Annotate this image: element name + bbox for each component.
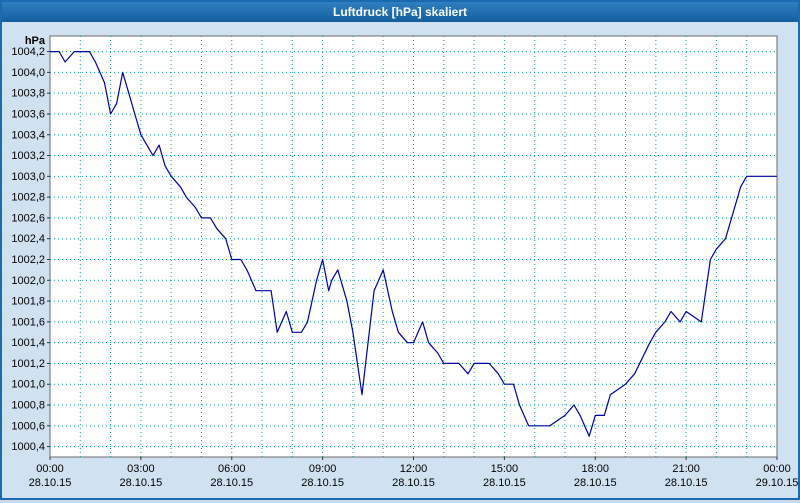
y-axis-unit-label: hPa <box>25 35 46 47</box>
x-tick-time-label: 21:00 <box>672 463 700 475</box>
x-tick-date-label: 28.10.15 <box>483 477 526 489</box>
x-tick-date-label: 28.10.15 <box>210 477 253 489</box>
x-tick-time-label: 06:00 <box>218 463 246 475</box>
y-tick-label: 1000,6 <box>11 420 45 432</box>
y-tick-label: 1001,4 <box>11 337 45 349</box>
x-tick-date-label: 28.10.15 <box>29 477 72 489</box>
y-tick-label: 1003,8 <box>11 88 45 100</box>
x-tick-date-label: 29.10.15 <box>756 477 798 489</box>
x-tick-date-label: 28.10.15 <box>665 477 708 489</box>
x-tick-time-label: 03:00 <box>127 463 155 475</box>
y-tick-label: 1002,6 <box>11 212 45 224</box>
x-tick-date-label: 28.10.15 <box>574 477 617 489</box>
plot-background <box>49 35 778 458</box>
x-tick-time-label: 09:00 <box>309 463 337 475</box>
chart-svg: 1004,2 1004,0 1003,8 1003,6 1003,4 1003,2 1003… <box>11 35 798 489</box>
y-tick-label: 1002,8 <box>11 192 45 204</box>
y-tick-label: 1002,4 <box>11 233 45 245</box>
y-tick-label: 1003,4 <box>11 129 45 141</box>
y-tick-label: 1002,2 <box>11 254 45 266</box>
y-tick-label: 1001,0 <box>11 379 45 391</box>
x-tick-date-label: 28.10.15 <box>392 477 435 489</box>
y-tick-label: 1003,2 <box>11 150 45 162</box>
y-tick-label: 1003,0 <box>11 171 45 183</box>
x-tick-time-label: 15:00 <box>491 463 519 475</box>
y-tick-label: 1004,0 <box>11 67 45 79</box>
x-tick-date-label: 28.10.15 <box>119 477 162 489</box>
y-tick-label: 1000,4 <box>11 441 45 453</box>
x-tick-date-label: 28.10.15 <box>301 477 344 489</box>
y-tick-label: 1001,6 <box>11 316 45 328</box>
x-tick-time-label: 00:00 <box>36 463 64 475</box>
y-tick-label: 1000,8 <box>11 400 45 412</box>
y-tick-label: 1004,2 <box>11 46 45 58</box>
y-tick-label: 1001,8 <box>11 296 45 308</box>
window-titlebar[interactable]: Luftdruck [hPa] skaliert <box>2 2 798 22</box>
y-tick-label: 1001,2 <box>11 358 45 370</box>
x-tick-time-label: 12:00 <box>400 463 428 475</box>
chart-area: 1004,2 1004,0 1003,8 1003,6 1003,4 1003,2 1003… <box>2 22 798 498</box>
x-tick-time-label: 18:00 <box>581 463 609 475</box>
y-tick-label: 1002,0 <box>11 275 45 287</box>
pressure-line-series <box>50 51 777 437</box>
x-tick-time-label: 00:00 <box>763 463 791 475</box>
y-tick-label: 1003,6 <box>11 108 45 120</box>
window-title: Luftdruck [hPa] skaliert <box>332 5 468 19</box>
